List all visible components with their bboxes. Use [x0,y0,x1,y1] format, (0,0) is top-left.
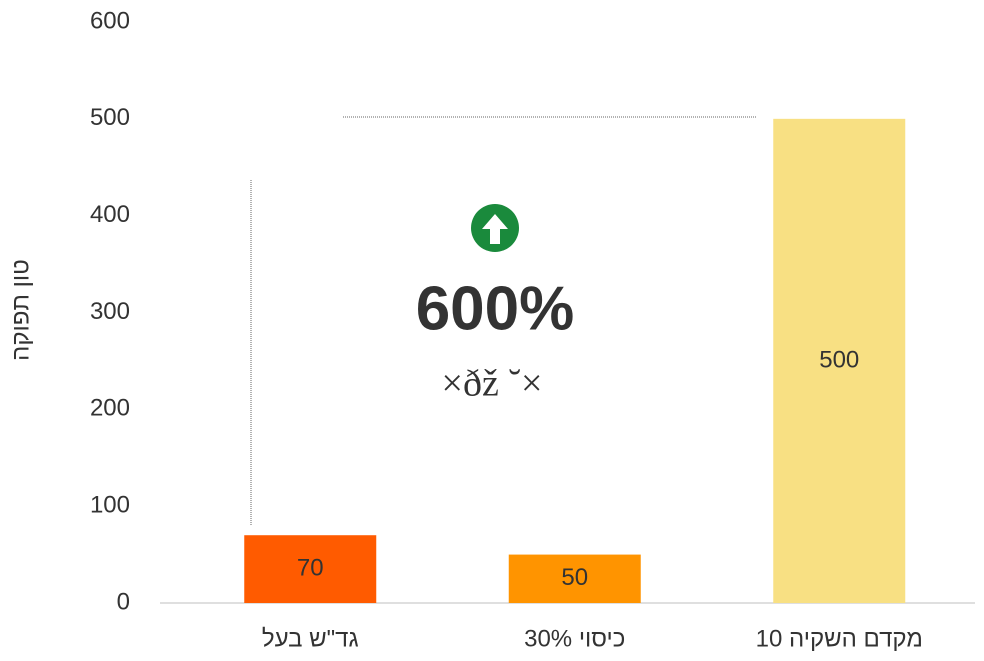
x-tick-label: מקדם השקיה 10 [756,625,923,652]
bar [773,118,906,603]
annotation-percent: 600% [416,274,575,343]
y-tick-label: 300 [90,298,130,325]
y-tick-label: 0 [117,588,130,615]
value-label: 500 [819,346,859,373]
y-tick-label: 600 [90,7,130,34]
value-label: 50 [561,564,588,591]
y-tick-label: 400 [90,201,130,228]
annotation-text: ×ðž ˘× [442,363,543,405]
x-tick-label: גד"ש בעל [262,625,359,652]
x-tick-label: כיסוי 30% [524,625,625,652]
y-axis-label: טון תפוקה [7,259,34,361]
bar [508,554,641,603]
y-tick-label: 200 [90,395,130,422]
y-tick-label: 500 [90,104,130,131]
y-tick-label: 100 [90,492,130,519]
bar [244,535,377,603]
value-label: 70 [297,554,324,581]
up-arrow [482,214,508,244]
